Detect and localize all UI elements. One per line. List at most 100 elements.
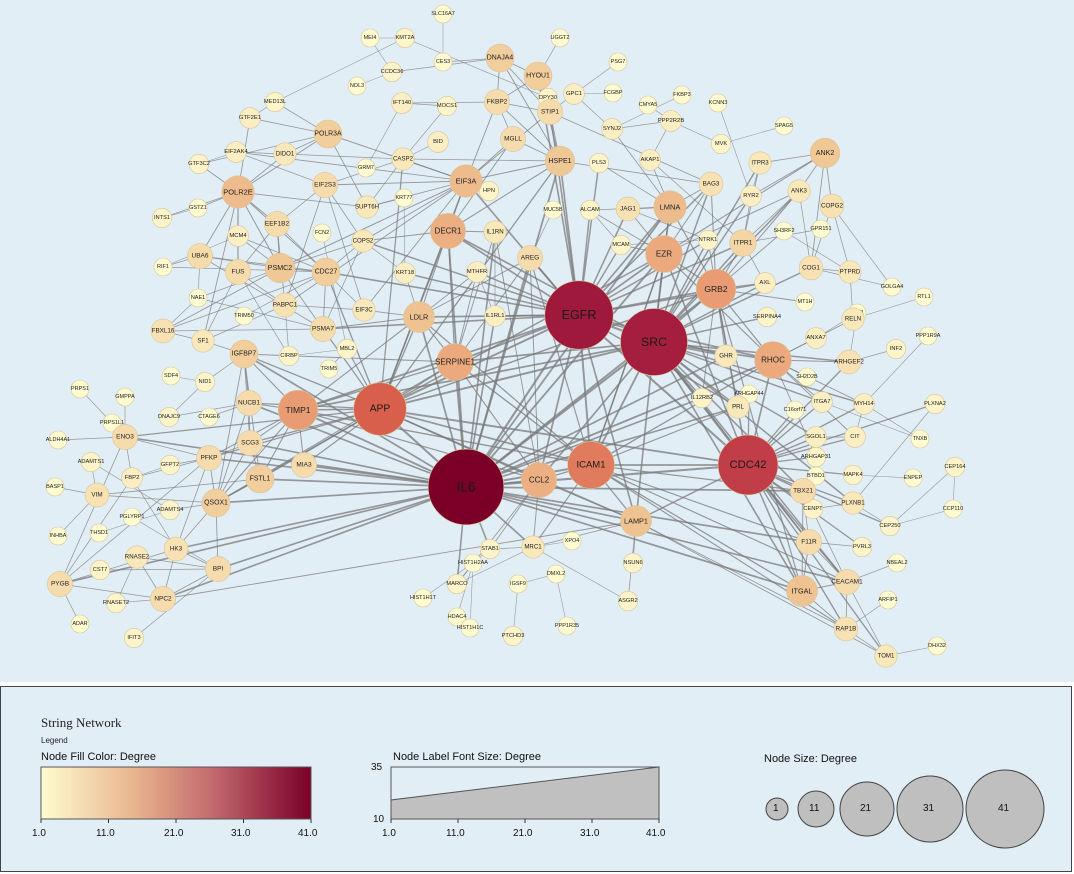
node-kmt2a[interactable]: KMT2A: [394, 27, 415, 48]
node-dnaja4[interactable]: DNAJA4: [485, 43, 515, 73]
node-areg[interactable]: AREG: [517, 245, 543, 271]
node-dido1[interactable]: DIDO1: [273, 142, 297, 166]
node-stab1[interactable]: STAB1: [479, 538, 500, 559]
node-gtf3c2[interactable]: GTF3C2: [188, 154, 210, 175]
node-gpr151[interactable]: GPR151: [810, 219, 832, 239]
node-psma7[interactable]: PSMA7: [310, 316, 336, 342]
node-il1rl1[interactable]: IL1RL1: [484, 305, 506, 327]
node-hyou1[interactable]: HYOU1: [523, 61, 553, 91]
node-tnxb[interactable]: TNXB: [910, 429, 930, 449]
node-sgol1[interactable]: SGOL1: [805, 426, 827, 448]
node-arfip1[interactable]: ARFIP1: [878, 590, 898, 610]
node-polr2e[interactable]: POLR2E: [221, 175, 255, 209]
node-basp1[interactable]: BASP1: [45, 477, 65, 497]
node-hk3[interactable]: HK3: [163, 536, 189, 562]
node-lmna[interactable]: LMNA: [653, 190, 687, 224]
node-ces3[interactable]: CES3: [433, 52, 453, 72]
node-il12rb2[interactable]: IL12RB2: [691, 387, 713, 408]
node-tbx21[interactable]: TBX21: [790, 478, 816, 504]
node-gfpt2[interactable]: GFPT2: [160, 454, 181, 475]
node-fus[interactable]: FUS: [225, 259, 251, 285]
node-decr1[interactable]: DECR1: [430, 213, 466, 249]
node-synj2[interactable]: SYNJ2: [601, 118, 623, 140]
node-ezr[interactable]: EZR: [645, 235, 683, 273]
node-hdac4[interactable]: HDAC4: [448, 607, 467, 627]
node-adamts1[interactable]: ADAMTS1: [78, 451, 105, 472]
node-timp1[interactable]: TIMP1: [277, 389, 319, 431]
node-cenpt[interactable]: CENPT: [802, 498, 823, 519]
node-reln[interactable]: RELN: [841, 307, 865, 331]
node-cst7[interactable]: CST7: [90, 559, 111, 580]
node-hist1h2aa[interactable]: HIST1H2AA: [458, 553, 488, 573]
node-mgll[interactable]: MGLL: [500, 126, 526, 152]
node-eno3[interactable]: ENO3: [112, 424, 138, 450]
node-sh3rf2[interactable]: SH3RF2: [773, 221, 795, 241]
node-ank3[interactable]: ANK3: [787, 179, 811, 203]
node-gstz1[interactable]: GSTZ1: [188, 198, 208, 218]
node-qsox1[interactable]: QSOX1: [201, 488, 231, 518]
node-bid[interactable]: BID: [427, 131, 449, 153]
node-c16orf71[interactable]: C16orf71: [784, 400, 807, 420]
node-thsd1[interactable]: THSD1: [89, 523, 109, 543]
node-egfr[interactable]: EGFR: [544, 280, 614, 350]
node-mcam[interactable]: MCAM: [610, 235, 631, 256]
node-app[interactable]: APP: [353, 382, 407, 436]
node-rhoc[interactable]: RHOC: [754, 341, 792, 379]
node-cep164[interactable]: CEP164: [944, 456, 966, 477]
node-adar[interactable]: ADAR: [70, 614, 90, 634]
node-cops2[interactable]: COPS2: [351, 229, 375, 253]
node-fstl1[interactable]: FSTL1: [245, 464, 275, 494]
node-ldlr[interactable]: LDLR: [403, 301, 435, 333]
node-krt77[interactable]: KRT77: [394, 188, 414, 208]
node-med13l[interactable]: MED13L: [264, 92, 286, 113]
node-sdf4[interactable]: SDF4: [161, 366, 181, 386]
node-nsun6[interactable]: NSUN6: [622, 552, 643, 573]
node-eif2ak4[interactable]: EIF2AK4: [224, 141, 249, 163]
node-fkbp2[interactable]: FKBP2: [484, 89, 510, 115]
node-lamp1[interactable]: LAMP1: [620, 505, 652, 537]
node-alcam[interactable]: ALCAM: [579, 200, 600, 221]
node-cmya5[interactable]: CMYA5: [638, 95, 658, 115]
node-gtf2e1[interactable]: GTF2E1: [239, 107, 261, 129]
node-axl[interactable]: AXL: [754, 272, 776, 294]
node-nae1[interactable]: NAE1: [188, 288, 208, 308]
node-hist1h1c[interactable]: HIST1H1C: [457, 618, 484, 638]
node-vim[interactable]: VIM: [84, 482, 110, 508]
node-inhba[interactable]: INHBA: [48, 526, 68, 546]
node-polr3a[interactable]: POLR3A: [313, 119, 343, 149]
node-plxna2[interactable]: PLXNA2: [924, 393, 946, 414]
node-pvrl3[interactable]: PVRL3: [851, 536, 872, 557]
node-uba6[interactable]: UBA6: [187, 243, 213, 269]
node-kcnn3[interactable]: KCNN3: [709, 93, 728, 113]
node-mei4[interactable]: MEI4: [360, 28, 380, 48]
node-rnaset2[interactable]: RNASET2: [103, 592, 129, 613]
node-npc2[interactable]: NPC2: [150, 586, 176, 612]
node-ctage6[interactable]: CTAGE6: [198, 407, 220, 427]
node-hspe1[interactable]: HSPE1: [544, 145, 576, 177]
node-rtl1[interactable]: RTL1: [914, 287, 934, 307]
node-ppp1r35[interactable]: PPP1R35: [555, 616, 579, 636]
node-aldh4a1[interactable]: ALDH4A1: [46, 430, 70, 450]
node-sf1[interactable]: SF1: [191, 329, 215, 353]
node-rif1[interactable]: RIF1: [153, 257, 173, 277]
node-grm7[interactable]: GRM7: [356, 158, 376, 178]
node-dhx32[interactable]: DHX32: [927, 636, 947, 656]
node-cep250[interactable]: CEP250: [879, 515, 901, 536]
node-stip1[interactable]: STIP1: [537, 99, 563, 125]
node-fkbp3[interactable]: FKBP3: [672, 85, 692, 105]
node-mcm4[interactable]: MCM4: [227, 225, 249, 247]
node-jag1[interactable]: JAG1: [615, 196, 641, 222]
node-itpr1[interactable]: ITPR1: [729, 229, 757, 257]
node-igsf9[interactable]: IGSF9: [508, 574, 528, 594]
node-eif2s3[interactable]: EIF2S3: [312, 172, 338, 198]
node-ccl2[interactable]: CCL2: [521, 462, 557, 498]
node-prps1[interactable]: PRPS1: [70, 379, 90, 399]
node-grb2[interactable]: GRB2: [695, 268, 737, 310]
node-pygb[interactable]: PYGB: [47, 571, 73, 597]
node-xpo4[interactable]: XPO4: [562, 531, 582, 551]
node-btbd1[interactable]: BTBD1: [806, 466, 826, 486]
node-copg2[interactable]: COPG2: [819, 193, 845, 219]
node-prl[interactable]: PRL: [726, 395, 750, 419]
node-sh2d2b[interactable]: SH2D2B: [796, 367, 818, 387]
node-pabpc1[interactable]: PABPC1: [272, 292, 298, 318]
